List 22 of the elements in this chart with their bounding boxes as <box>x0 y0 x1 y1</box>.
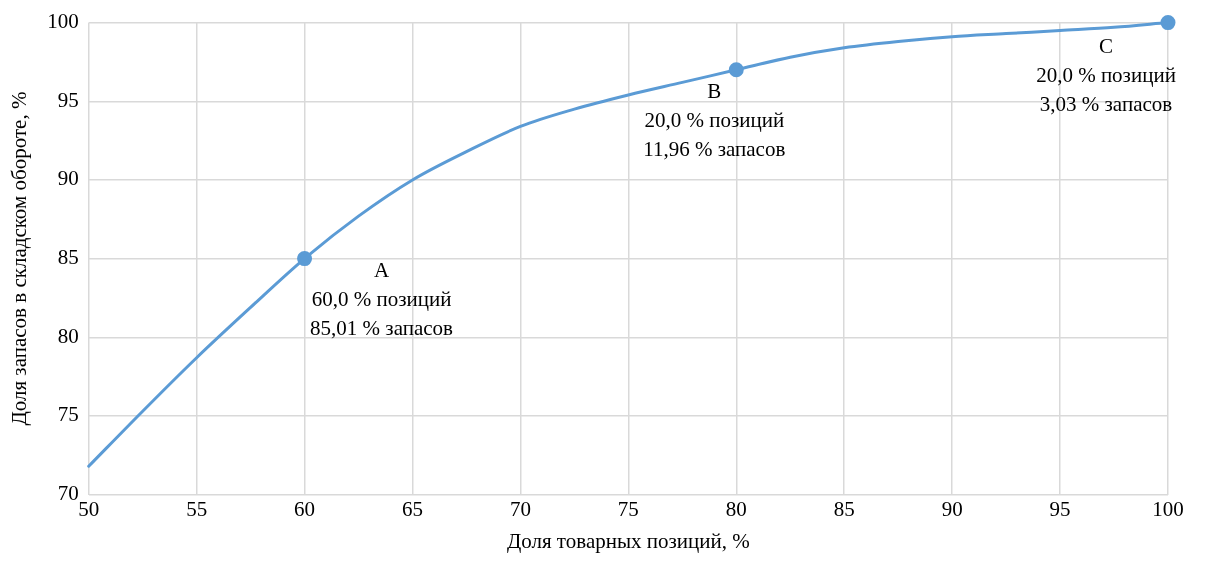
x-tick-label: 60 <box>294 496 316 521</box>
y-tick-label: 80 <box>57 323 79 348</box>
x-tick-label: 70 <box>509 496 531 521</box>
y-tick-label: 100 <box>47 9 79 34</box>
x-tick-label: 50 <box>78 496 100 521</box>
y-tick-label: 85 <box>57 245 79 270</box>
x-tick-label: 95 <box>1049 496 1071 521</box>
x-tick-label: 90 <box>941 496 963 521</box>
y-tick-label: 90 <box>57 166 79 191</box>
annotation: B 20,0 % позиций 11,96 % запасов <box>643 78 786 161</box>
x-tick-label: 75 <box>617 496 639 521</box>
annotation: A 60,0 % позиций 85,01 % запасов <box>310 257 454 340</box>
x-axis-title: Доля товарных позиций, % <box>506 528 750 553</box>
x-tick-label: 65 <box>401 496 423 521</box>
y-tick-label: 75 <box>57 402 79 427</box>
x-tick-label: 85 <box>833 496 855 521</box>
y-tick-label: 95 <box>57 87 79 112</box>
annotation: C 20,0 % позиций 3,03 % запасов <box>1036 33 1176 116</box>
x-tick-label: 100 <box>1152 496 1184 521</box>
y-axis-title: Доля запасов в складском обороте, % <box>7 91 32 426</box>
x-tick-label: 80 <box>725 496 747 521</box>
x-tick-label: 55 <box>186 496 208 521</box>
